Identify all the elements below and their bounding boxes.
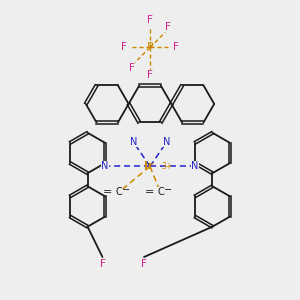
Text: F: F xyxy=(121,43,127,52)
Text: =: = xyxy=(144,187,154,197)
Text: 3+: 3+ xyxy=(162,162,173,171)
Text: F: F xyxy=(147,70,153,80)
Text: F: F xyxy=(147,15,153,25)
Text: F: F xyxy=(129,63,135,73)
Text: =: = xyxy=(103,187,112,197)
Text: F: F xyxy=(173,43,179,52)
Text: N: N xyxy=(191,161,199,171)
Text: −: − xyxy=(122,185,130,195)
Text: C: C xyxy=(157,187,164,197)
Text: N: N xyxy=(163,137,170,147)
Text: C: C xyxy=(116,187,122,197)
Text: N: N xyxy=(101,161,109,171)
Text: Ir: Ir xyxy=(144,161,153,171)
Text: P: P xyxy=(147,43,153,52)
Text: N: N xyxy=(130,137,137,147)
Text: F: F xyxy=(141,260,147,269)
Text: F: F xyxy=(100,260,105,269)
Text: −: − xyxy=(164,185,172,195)
Text: F: F xyxy=(165,22,171,32)
